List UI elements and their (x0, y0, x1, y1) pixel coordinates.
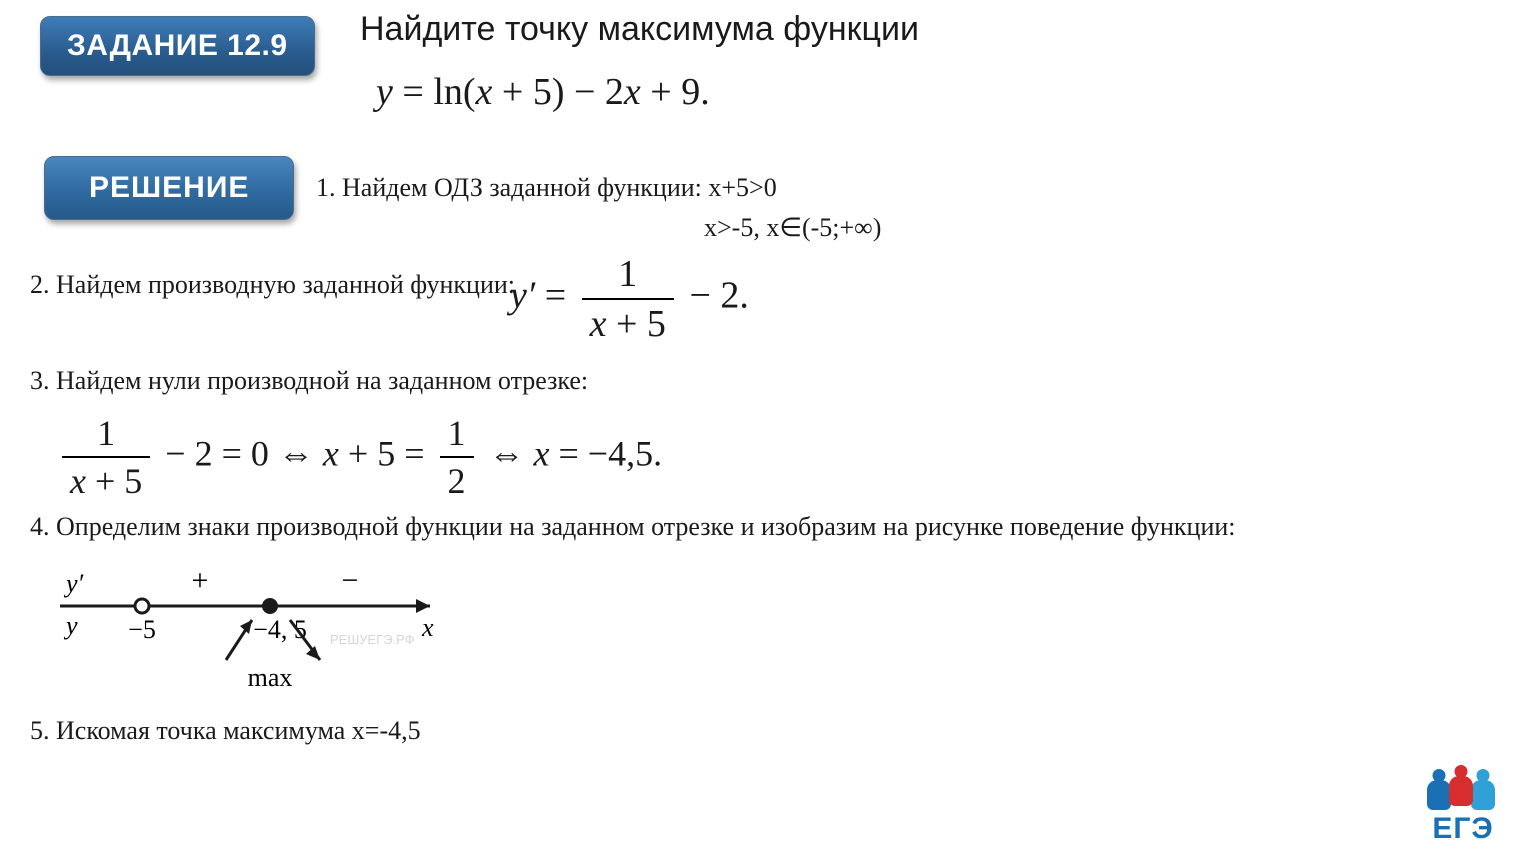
logo-figure-blue (1427, 780, 1451, 810)
max-label: max (248, 663, 293, 692)
sign-minus: − (342, 564, 359, 597)
watermark: РЕШУЕГЭ.РФ (330, 632, 415, 647)
logo-figure-red (1449, 776, 1473, 806)
deriv-fraction: 1 x + 5 (582, 252, 674, 346)
deriv-num: 1 (582, 252, 674, 300)
sign-plus: + (192, 564, 209, 597)
slide-page: ЗАДАНИЕ 12.9 Найдите точку максимума фун… (0, 0, 1533, 864)
task-badge: ЗАДАНИЕ 12.9 (40, 16, 315, 76)
problem-title: Найдите точку максимума функции (360, 10, 919, 49)
sign-line-svg: y′ y x + − −5 −4, 5 max (30, 554, 460, 694)
zeros-frac-1: 1 x + 5 (62, 412, 150, 502)
step-1-text: 1. Найдем ОДЗ заданной функции: x+5>0 (316, 168, 881, 208)
step-4-text: 4. Определим знаки производной функции н… (30, 512, 1236, 542)
derivative-formula: y′ = 1 x + 5 − 2. (510, 252, 749, 346)
zeros-formula: 1 x + 5 − 2 = 0 ⇔ x + 5 = 1 2 ⇔ x = −4,5… (56, 412, 662, 502)
deriv-tail: − 2. (689, 275, 748, 317)
zeros-frac-2: 1 2 (440, 412, 474, 502)
ege-logo-icon (1427, 776, 1499, 810)
zeros-tail-1: − 2 = 0 (165, 433, 269, 473)
x-label: x (421, 613, 434, 642)
step-1-line2: x>-5, x∈(-5;+∞) (316, 208, 881, 248)
step-2-text: 2. Найдем производную заданной функции: (30, 270, 515, 300)
iff-2: ⇔ (489, 433, 525, 473)
step-3-text: 3. Найдем нули производной на заданном о… (30, 366, 588, 396)
yprime-label: y′ (63, 569, 84, 598)
logo-figure-cyan (1471, 780, 1495, 810)
tick-neg5: −5 (128, 615, 156, 644)
iff-1: ⇔ (278, 433, 323, 473)
zeros-num-1: 1 (62, 412, 150, 458)
main-formula-lhs: y (376, 71, 393, 113)
ln-text: ln (433, 71, 463, 113)
ege-logo-text: ЕГЭ (1427, 812, 1499, 846)
solution-badge: РЕШЕНИЕ (44, 156, 294, 220)
y-label: y (63, 611, 78, 640)
ege-logo: ЕГЭ (1427, 776, 1499, 846)
main-formula: y = ln(x + 5) − 2x + 9. (376, 70, 710, 114)
deriv-lhs: y′ (510, 275, 535, 317)
zeros-den-2: 2 (440, 458, 474, 502)
zeros-num-2: 1 (440, 412, 474, 458)
sign-line-diagram: y′ y x + − −5 −4, 5 max РЕШУЕГЭ.РФ (30, 554, 460, 694)
task-badge-label: ЗАДАНИЕ 12.9 (67, 29, 288, 62)
solution-badge-label: РЕШЕНИЕ (89, 171, 249, 204)
eq-sign: = (402, 71, 433, 113)
step-1: 1. Найдем ОДЗ заданной функции: x+5>0 x>… (316, 168, 881, 249)
step-5-text: 5. Искомая точка максимума x=-4,5 (30, 716, 421, 746)
